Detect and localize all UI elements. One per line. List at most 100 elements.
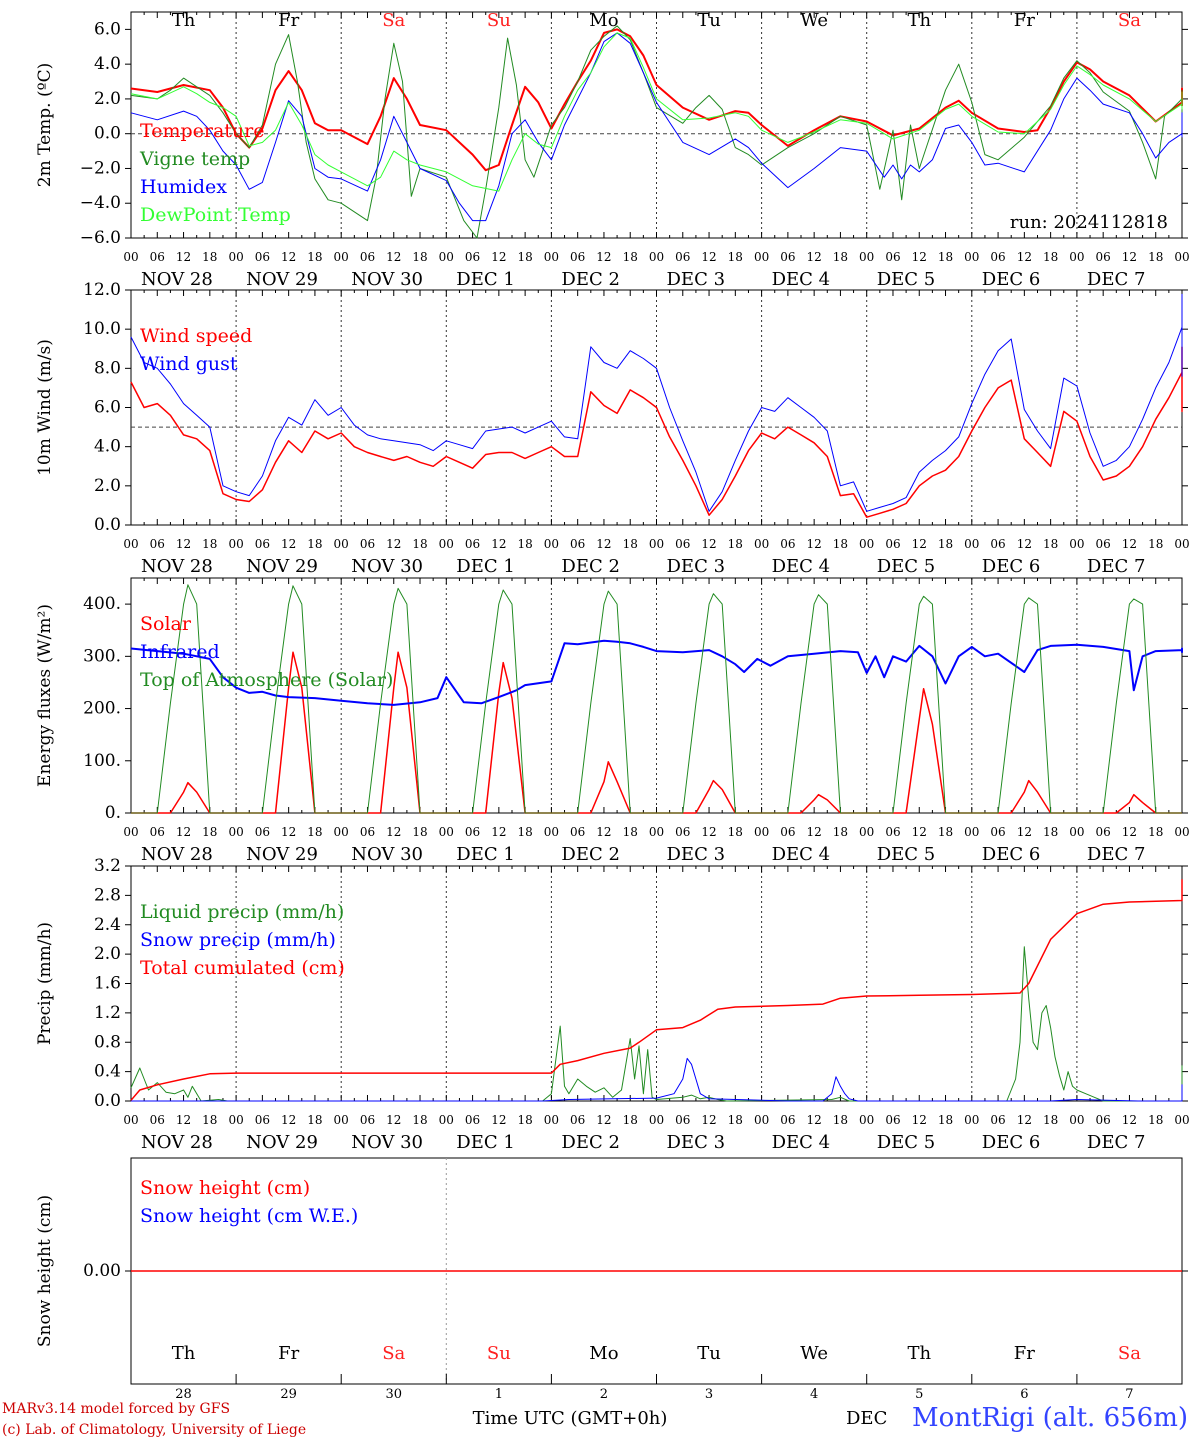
hour-tick-label: 06	[360, 250, 375, 264]
hour-tick-label: 06	[360, 1113, 375, 1127]
hour-tick-label: 00	[754, 537, 769, 551]
legend-entry: Temperature	[140, 120, 264, 142]
hour-tick-label: 00	[649, 250, 664, 264]
hour-tick-label: 12	[281, 250, 296, 264]
day-name-label: Tu	[697, 1343, 721, 1364]
hour-tick-label: 18	[728, 250, 743, 264]
hour-tick-label: 00	[754, 825, 769, 839]
hour-tick-label: 12	[701, 1113, 716, 1127]
hour-tick-label: 00	[123, 537, 138, 551]
hour-tick-label: 00	[1174, 250, 1189, 264]
legend-entry: Snow height (cm)	[140, 1177, 310, 1199]
hour-tick-label: 06	[1096, 1113, 1111, 1127]
hour-tick-label: 00	[334, 825, 349, 839]
y-axis-label: Energy fluxes (W/m²)	[35, 604, 55, 787]
series-line-vigne-temp	[130, 25, 1183, 239]
hour-tick-label: 12	[1122, 250, 1137, 264]
hour-tick-label: 18	[1148, 250, 1163, 264]
hour-tick-label: 06	[990, 537, 1005, 551]
hour-tick-label: 12	[807, 537, 822, 551]
day-name-label: We	[800, 10, 828, 31]
hour-tick-label: 12	[1017, 1113, 1032, 1127]
hour-tick-label: 12	[491, 825, 506, 839]
date-label: DEC 6	[982, 269, 1041, 290]
date-label: DEC 6	[982, 1132, 1041, 1153]
legend-entry: Total cumulated (cm)	[140, 957, 345, 979]
hour-tick-label: 00	[334, 537, 349, 551]
legend-entry: Vigne temp	[139, 148, 250, 170]
series-line-infrared	[130, 639, 1183, 706]
hour-tick-label: 12	[1017, 250, 1032, 264]
hour-tick-label: 00	[859, 1113, 874, 1127]
day-number-label: 7	[1125, 1387, 1133, 1402]
hour-tick-label: 00	[649, 1113, 664, 1127]
hour-tick-label: 00	[859, 825, 874, 839]
hour-tick-label: 18	[517, 250, 532, 264]
hour-tick-label: 18	[1148, 825, 1163, 839]
hour-tick-label: 00	[649, 537, 664, 551]
date-label: DEC 7	[1087, 1132, 1146, 1153]
day-name-label: Fr	[1014, 1343, 1035, 1364]
hour-tick-label: 00	[544, 1113, 559, 1127]
hour-tick-label: 18	[202, 250, 217, 264]
day-name-label: Su	[487, 10, 511, 31]
hour-tick-label: 18	[307, 1113, 322, 1127]
day-number-label: 28	[175, 1387, 192, 1402]
hour-tick-label: 06	[150, 250, 165, 264]
hour-tick-label: 18	[1148, 537, 1163, 551]
y-tick-label: 0.4	[94, 1062, 121, 1082]
legend-entry: Liquid precip (mm/h)	[140, 901, 344, 923]
hour-tick-label: 06	[570, 250, 585, 264]
day-name-label: Mo	[589, 10, 618, 31]
y-tick-label: 4.0	[94, 54, 121, 74]
hour-tick-label: 00	[964, 825, 979, 839]
hour-tick-label: 12	[596, 250, 611, 264]
date-label: DEC 7	[1087, 269, 1146, 290]
day-name-label: Th	[907, 10, 931, 31]
legend-entry: Infrared	[140, 641, 220, 663]
hour-tick-label: 12	[386, 250, 401, 264]
day-number-label: 3	[705, 1387, 713, 1402]
hour-tick-label: 12	[491, 537, 506, 551]
hour-tick-label: 12	[1122, 537, 1137, 551]
hour-tick-label: 18	[1043, 537, 1058, 551]
y-tick-label: −6.0	[80, 228, 121, 248]
hour-tick-label: 18	[623, 250, 638, 264]
y-tick-label: 12.0	[83, 280, 121, 300]
hour-tick-label: 18	[1148, 1113, 1163, 1127]
date-label: DEC 2	[561, 1132, 620, 1153]
series-line-temperature	[130, 28, 1183, 172]
hour-tick-label: 12	[912, 250, 927, 264]
date-label: DEC 5	[877, 556, 936, 577]
date-label: NOV 28	[141, 844, 213, 865]
hour-tick-label: 00	[439, 825, 454, 839]
hour-tick-label: 06	[990, 825, 1005, 839]
y-axis-label: Precip (mm/h)	[35, 922, 55, 1045]
hour-tick-label: 18	[728, 1113, 743, 1127]
y-tick-label: 2.4	[94, 915, 121, 935]
y-tick-label: 2.0	[94, 476, 121, 496]
hour-tick-label: 06	[570, 537, 585, 551]
series-line-dewpoint-temp	[130, 32, 1183, 192]
hour-tick-label: 06	[780, 537, 795, 551]
hour-tick-label: 06	[780, 825, 795, 839]
y-tick-label: 6.0	[94, 19, 121, 39]
y-tick-label: 2.8	[94, 885, 121, 905]
hour-tick-label: 18	[833, 825, 848, 839]
hour-tick-label: 00	[1174, 825, 1189, 839]
panel-precip: Precip (mm/h) 0.0 0.4 0.8 1.2 1.6 2.0 2.4 2.8 3.2…	[35, 856, 1190, 1153]
day-number-label: 2	[600, 1387, 608, 1402]
hour-tick-label: 12	[176, 825, 191, 839]
hour-tick-label: 12	[1017, 825, 1032, 839]
y-axis-label: Snow height (cm)	[35, 1195, 55, 1347]
day-name-label: Su	[487, 1343, 511, 1364]
hour-tick-label: 18	[412, 1113, 427, 1127]
day-name-label: Th	[172, 10, 196, 31]
hour-tick-label: 00	[123, 250, 138, 264]
hour-tick-label: 12	[386, 825, 401, 839]
date-label: DEC 2	[561, 556, 620, 577]
date-label: DEC 2	[561, 269, 620, 290]
hour-tick-label: 06	[255, 825, 270, 839]
panel-temp: 2m Temp. (ºC) −6.0 −4.0 −2.0 0.0 2.0 4.0 6.0 00 0…	[35, 10, 1190, 290]
